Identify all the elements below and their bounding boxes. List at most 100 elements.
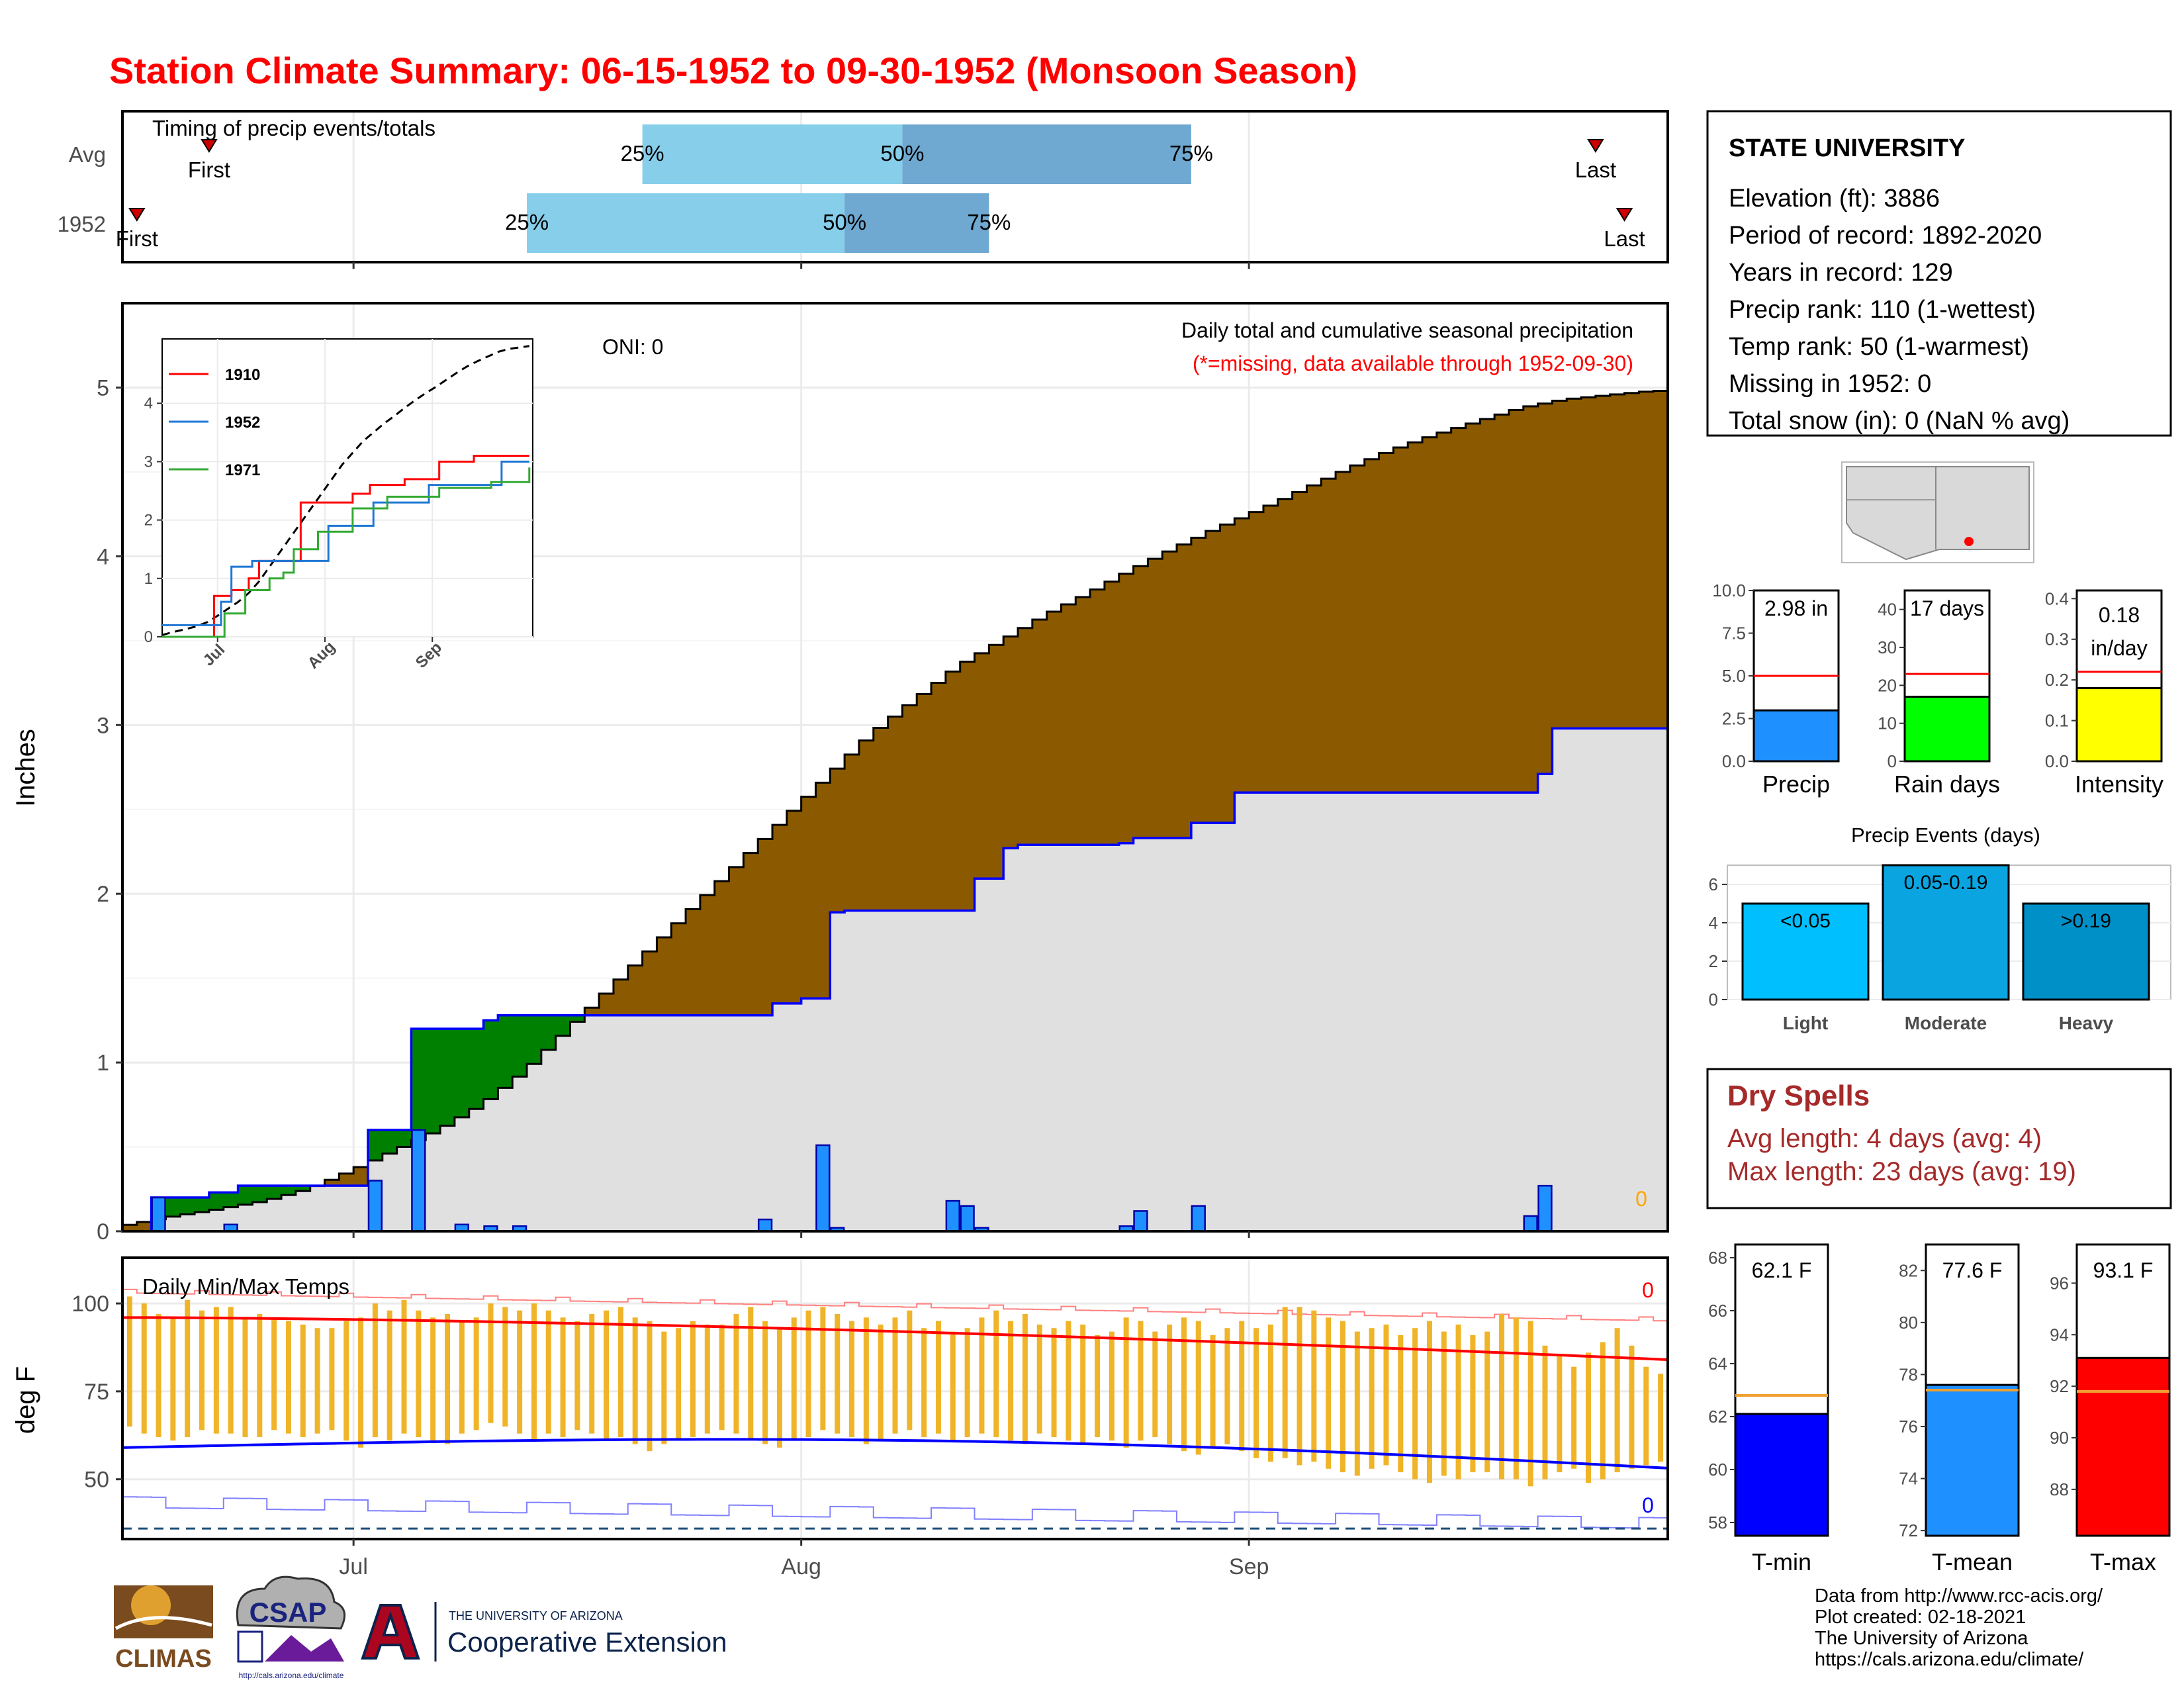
gauge-category-label: Rain days [1894,771,2000,798]
daily-temp-bar [459,1321,465,1434]
deficit-band [1653,391,1668,729]
oni-label: ONI: 0 [602,335,663,359]
deficit-band [743,853,758,1015]
station-info-line: Temp rank: 50 (1-warmest) [1729,333,2029,361]
daily-temp-bar [1210,1335,1216,1448]
station-info-line: Total snow (in): 0 (NaN % avg) [1729,407,2070,435]
inset-y-tick-label: 0 [144,628,153,646]
daily-temp-bar [199,1310,205,1430]
timing-panel-title: Timing of precip events/totals [152,116,435,140]
inset-legend-label: 1952 [225,414,260,432]
station-info-line: Missing in 1952: 0 [1729,370,1931,398]
deficit-band [1017,628,1033,845]
missing-count: 0 [1635,1187,1647,1211]
daily-temp-bar [748,1307,754,1441]
station-location-marker [1964,537,1974,546]
timing-label-25: 25% [505,210,549,234]
daily-precip-bar [1133,1210,1148,1233]
timing-label-75: 75% [967,210,1011,234]
deficit-band [353,1167,369,1186]
daily-temp-bar [1095,1335,1101,1437]
daily-temp-bar [1426,1321,1432,1483]
daily-temp-bar [416,1310,422,1437]
average-min-temp-line [122,1438,1668,1470]
daily-temp-bar [1167,1324,1173,1444]
temp-gauge-tick-label: 58 [1708,1513,1727,1532]
deficit-band [627,965,643,1015]
daily-temp-bar [257,1314,263,1437]
inset-y-tick-label: 3 [144,453,153,471]
deficit-band [1263,505,1279,793]
ua-line-2: Cooperative Extension [447,1626,727,1658]
surplus-band [570,1015,585,1022]
timing-row-avg-label: Avg [69,142,106,167]
daily-temp-bar [1253,1328,1259,1458]
surplus-band [498,1015,513,1088]
daily-temp-bar [387,1310,392,1441]
dry-spells-title: Dry Spells [1727,1080,1870,1112]
surplus-band [281,1186,296,1196]
deficit-band [671,923,686,1015]
temp-gauge-tick-label: 74 [1899,1469,1918,1489]
events-bar-label: >0.19 [2061,910,2111,932]
daily-temp-bar [1340,1321,1345,1473]
footer: CLIMAS CSAP http://cals.arizona.edu/clim… [114,1575,2103,1680]
station-info-line: Years in record: 129 [1729,259,1953,287]
deficit-band [122,1225,138,1231]
x-axis-label: Jul [339,1554,367,1579]
surplus-band [180,1197,195,1215]
daily-temp-bar [1441,1331,1447,1476]
deficit-band [945,671,961,911]
temp-gauge-value-bar [1734,1413,1829,1537]
deficit-band [1595,395,1611,729]
daily-temp-bar [762,1321,768,1444]
events-y-tick-label: 6 [1709,874,1718,894]
daily-temp-bar [1195,1321,1201,1455]
events-title: Precip Events (days) [1851,823,2040,847]
temp-gauge-tick-label: 94 [2050,1325,2069,1344]
gauge-value-bar [2075,686,2163,763]
daily-temp-bar [170,1317,176,1441]
deficit-band [887,716,903,911]
deficit-band [902,705,917,911]
daily-temp-bar [1499,1314,1505,1479]
cumulative-average-line [122,390,1668,1226]
events-category-label: Light [1783,1013,1828,1033]
daily-temp-bar [545,1310,551,1434]
daily-temp-bar [1455,1324,1461,1479]
deficit-band [1581,397,1596,729]
surplus-band [238,1186,253,1205]
temp-gauge-tick-label: 60 [1708,1460,1727,1479]
deficit-band [873,727,889,911]
timing-label-first: First [116,226,158,251]
daily-temp-bar [314,1328,320,1434]
station-info-box: STATE UNIVERSITY Elevation (ft): 3886 Per… [1706,110,2172,437]
x-axis-label: Sep [1229,1554,1269,1579]
station-info-line: Period of record: 1892-2020 [1729,222,2042,250]
gauge-tick-label: 0.4 [2045,588,2069,608]
deficit-band [786,810,802,1004]
gauge-tick-label: 7.5 [1722,624,1746,643]
daily-temp-bar [719,1324,725,1430]
daily-temp-bar [445,1314,451,1444]
deficit-band [1422,437,1437,793]
daily-temp-bar [964,1328,970,1437]
deficit-band [1133,566,1148,839]
daily-temp-bar [604,1310,610,1441]
timing-marker-first [128,208,146,222]
page-title: Station Climate Summary: 06-15-1952 to 0… [109,50,1357,91]
daily-temp-bar [1585,1352,1591,1483]
daily-precip-bar [815,1144,831,1233]
timing-label-50: 50% [823,210,866,234]
gauge-tick-label: 0.1 [2045,711,2069,731]
daily-temp-bar [632,1317,638,1444]
gauge-tick-label: 0.3 [2045,630,2069,649]
daily-temp-bar [1282,1307,1288,1458]
deficit-band [801,796,817,999]
deficit-band [686,909,701,1015]
daily-precip-bar [367,1180,383,1233]
gauge-category-label: Intensity [2075,771,2163,798]
temp-gauge-category-label: T-max [2090,1548,2156,1575]
temp-panel-title: Daily Min/Max Temps [142,1274,349,1299]
deficit-band [1205,531,1221,823]
